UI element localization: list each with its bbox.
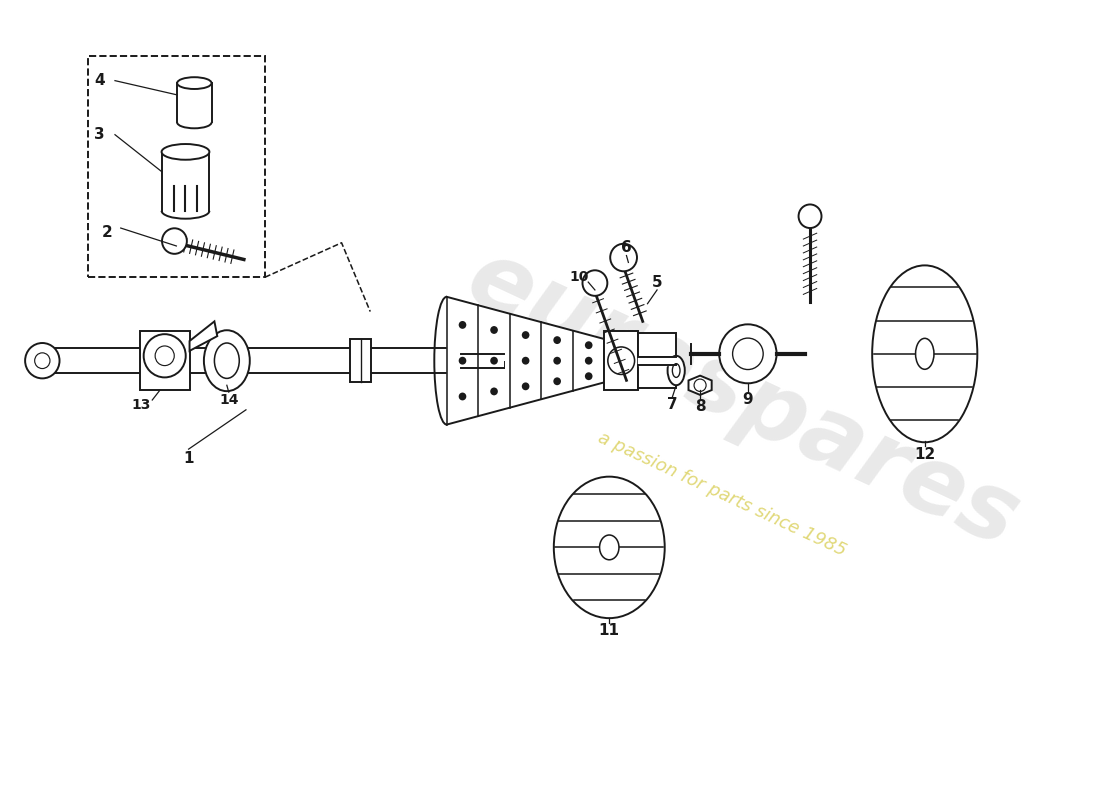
Bar <box>177 83 211 122</box>
Circle shape <box>608 347 635 374</box>
Circle shape <box>459 393 466 401</box>
Bar <box>140 331 189 390</box>
Circle shape <box>459 357 466 365</box>
Text: 6: 6 <box>621 240 631 255</box>
Text: eurospares: eurospares <box>453 232 1033 568</box>
Ellipse shape <box>600 535 619 560</box>
Circle shape <box>585 342 593 349</box>
Circle shape <box>162 228 187 254</box>
Bar <box>162 152 209 211</box>
Bar <box>638 365 676 388</box>
Text: 12: 12 <box>914 446 935 462</box>
Circle shape <box>459 321 466 329</box>
Circle shape <box>491 387 498 395</box>
Circle shape <box>610 244 637 271</box>
Ellipse shape <box>872 266 977 442</box>
Text: 8: 8 <box>695 399 705 414</box>
Text: 3: 3 <box>95 127 104 142</box>
Circle shape <box>694 379 706 391</box>
Ellipse shape <box>214 343 240 378</box>
Circle shape <box>521 357 529 365</box>
Circle shape <box>583 270 607 296</box>
Bar <box>638 333 676 357</box>
Text: 14: 14 <box>219 393 239 407</box>
Text: 11: 11 <box>598 623 619 638</box>
Circle shape <box>585 357 593 365</box>
Bar <box>31 348 504 374</box>
Circle shape <box>585 372 593 380</box>
Ellipse shape <box>668 356 685 386</box>
Circle shape <box>521 331 529 339</box>
Circle shape <box>799 205 822 228</box>
Text: 4: 4 <box>95 73 104 88</box>
Circle shape <box>553 378 561 386</box>
Polygon shape <box>447 297 605 425</box>
Circle shape <box>553 357 561 365</box>
Ellipse shape <box>915 338 934 370</box>
Polygon shape <box>689 376 712 395</box>
Circle shape <box>491 326 498 334</box>
Text: 1: 1 <box>184 451 194 466</box>
Ellipse shape <box>553 477 664 618</box>
Text: 13: 13 <box>131 398 151 412</box>
Bar <box>461 354 504 367</box>
Ellipse shape <box>672 364 680 378</box>
Bar <box>88 56 265 277</box>
Text: 2: 2 <box>102 226 112 241</box>
Text: 10: 10 <box>569 270 589 284</box>
Circle shape <box>553 336 561 344</box>
Text: 7: 7 <box>667 398 678 413</box>
Ellipse shape <box>177 78 211 89</box>
Circle shape <box>733 338 763 370</box>
Ellipse shape <box>162 144 209 160</box>
Text: 5: 5 <box>651 274 662 290</box>
Circle shape <box>144 334 186 378</box>
Circle shape <box>491 357 498 365</box>
Polygon shape <box>189 322 218 351</box>
Circle shape <box>521 382 529 390</box>
Ellipse shape <box>204 330 250 391</box>
Bar <box>350 339 371 382</box>
Bar <box>605 331 638 390</box>
Circle shape <box>25 343 59 378</box>
Text: 9: 9 <box>742 393 754 407</box>
Circle shape <box>719 324 777 383</box>
Text: a passion for parts since 1985: a passion for parts since 1985 <box>595 429 849 560</box>
